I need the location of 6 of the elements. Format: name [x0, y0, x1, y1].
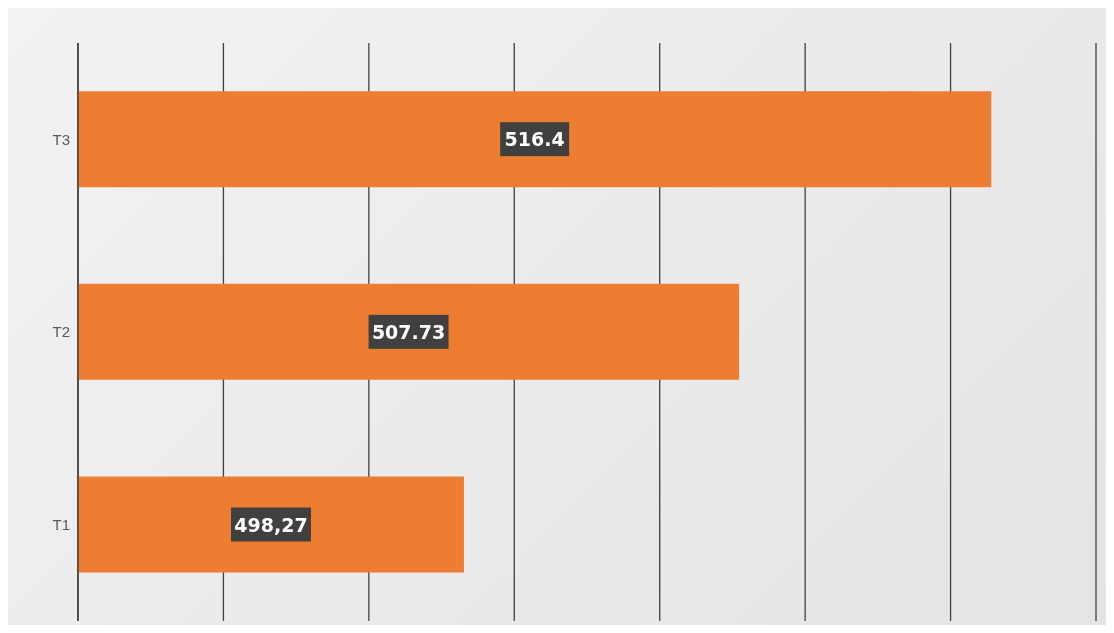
y-tick-label: T3 — [52, 130, 70, 148]
y-tick-label: T2 — [52, 323, 70, 341]
y-tick-label: T1 — [52, 515, 70, 533]
data-label: 498,27 — [234, 513, 308, 536]
data-label: 507.73 — [371, 320, 446, 343]
data-label: 516.4 — [504, 128, 565, 151]
